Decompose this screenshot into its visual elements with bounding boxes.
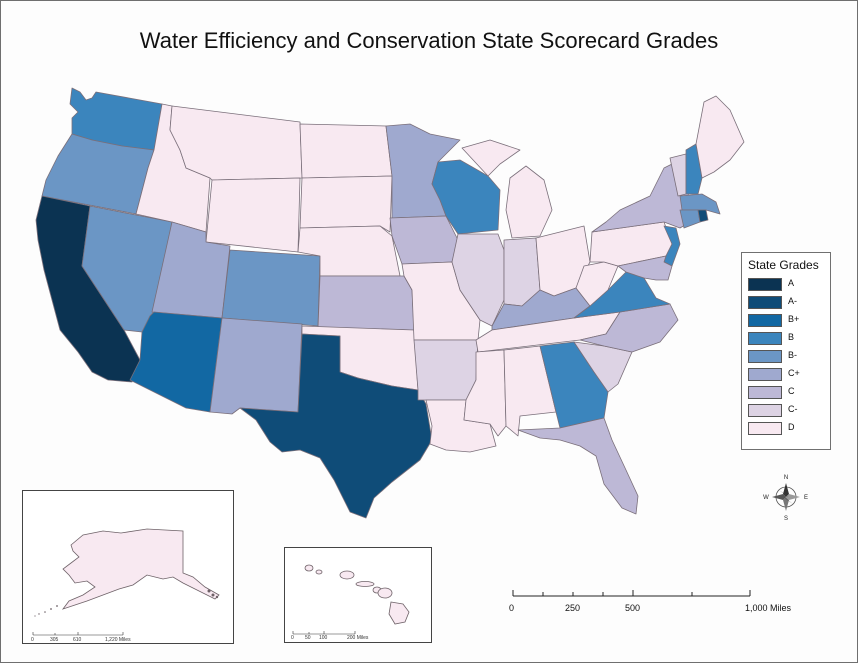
- north-label: N: [784, 475, 788, 481]
- legend-swatch: [748, 422, 782, 435]
- state-maryland: [617, 255, 673, 281]
- state-colorado: [221, 249, 321, 327]
- scale-label-1000: 1,000 Miles: [745, 603, 792, 613]
- legend-item: A: [748, 278, 828, 291]
- alaska-inset: 0 305 610 1,220 Miles: [22, 490, 234, 644]
- legend-label: A: [788, 278, 795, 288]
- alaska-scale-label-305: 305: [50, 637, 59, 643]
- legend-swatch: [748, 404, 782, 417]
- legend-item: B+: [748, 314, 828, 327]
- alaska-scale-label-1220: 1,220 Miles: [105, 637, 131, 643]
- state-wyoming: [205, 177, 301, 253]
- hawaii-inset: 0 50 100 200 Miles: [284, 547, 432, 643]
- scale-bar: [512, 590, 751, 597]
- legend-swatch: [748, 332, 782, 345]
- east-label: E: [804, 495, 808, 501]
- hawaii-scale-label-0: 0: [291, 635, 294, 641]
- state-texas: [239, 333, 433, 519]
- state-arkansas: [413, 339, 479, 401]
- legend-label: C+: [788, 368, 800, 378]
- legend-swatch: [748, 314, 782, 327]
- scale-label-0: 0: [509, 603, 515, 613]
- hawaii-scale-label-200: 200 Miles: [347, 635, 369, 641]
- legend-label: B-: [788, 350, 797, 360]
- legend-swatch: [748, 296, 782, 309]
- legend-label: A-: [788, 296, 797, 306]
- state-south-dakota: [299, 175, 393, 233]
- legend-label: D: [788, 422, 795, 432]
- state-montana: [169, 105, 303, 181]
- north-arrow: [772, 483, 800, 511]
- state-connecticut: [679, 209, 701, 229]
- legend-swatch: [748, 386, 782, 399]
- state-maine: [695, 95, 745, 179]
- legend-item: B: [748, 332, 828, 345]
- legend-label: C-: [788, 404, 798, 414]
- alaska-scale-label-0: 0: [31, 637, 34, 643]
- legend-swatch: [748, 350, 782, 363]
- legend-title: State Grades: [748, 258, 819, 272]
- legend-swatch: [748, 278, 782, 291]
- legend-label: C: [788, 386, 795, 396]
- legend: State Grades A A- B+ B B- C+ C C- D: [741, 252, 831, 450]
- state-rhode-island: [697, 209, 709, 223]
- state-wisconsin: [431, 159, 501, 235]
- legend-label: B+: [788, 314, 800, 324]
- state-michigan: [461, 139, 553, 239]
- west-label: W: [763, 495, 769, 501]
- legend-item: A-: [748, 296, 828, 309]
- state-iowa: [389, 215, 459, 265]
- state-kansas: [317, 275, 415, 331]
- legend-item: B-: [748, 350, 828, 363]
- legend-item: C-: [748, 404, 828, 417]
- alaska-scale-label-610: 610: [73, 637, 82, 643]
- south-label: S: [784, 516, 788, 522]
- state-hawaii: [304, 564, 410, 625]
- map-title: Water Efficiency and Conservation State …: [139, 28, 719, 53]
- hawaii-scale-label-50: 50: [305, 635, 311, 641]
- hawaii-scale-label-100: 100: [319, 635, 328, 641]
- legend-item: C+: [748, 368, 828, 381]
- state-florida: [517, 417, 639, 515]
- state-utah: [151, 221, 231, 319]
- state-alaska: [61, 528, 220, 610]
- state-new-mexico: [209, 317, 303, 415]
- state-north-dakota: [299, 123, 393, 179]
- legend-swatch: [748, 368, 782, 381]
- scale-label-250: 250: [565, 603, 581, 613]
- legend-item: D: [748, 422, 828, 435]
- legend-label: B: [788, 332, 795, 342]
- legend-item: C: [748, 386, 828, 399]
- scale-label-500: 500: [625, 603, 641, 613]
